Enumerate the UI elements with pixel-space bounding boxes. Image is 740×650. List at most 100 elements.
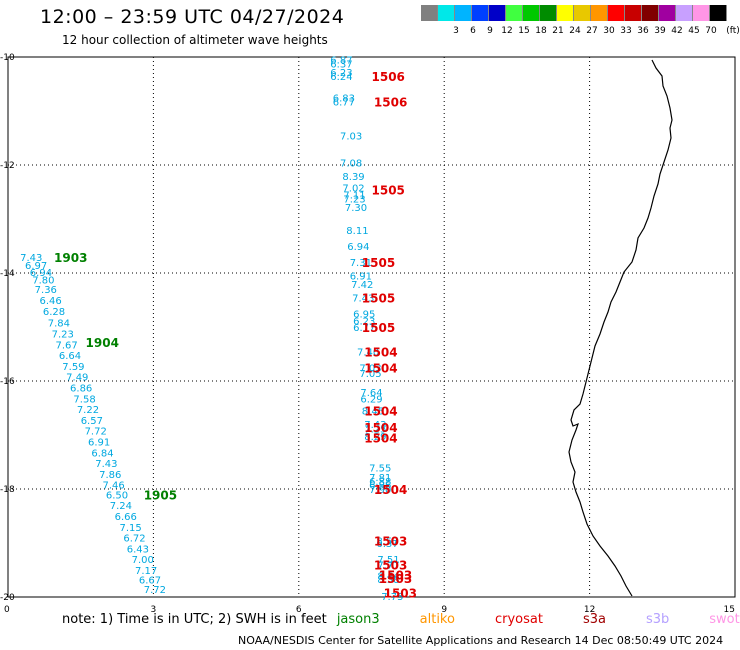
- wave-height-value: 7.77: [377, 561, 399, 572]
- wave-height-value: 8.38: [377, 575, 399, 586]
- wave-height-value: 7.55: [369, 463, 391, 474]
- legend-swatch: [455, 5, 472, 21]
- wave-height-value: 7.72: [144, 585, 166, 596]
- mission-name: altiko: [419, 612, 455, 627]
- wave-height-value: 7.24: [110, 501, 132, 512]
- wave-height-values: 6.876.376.236.246.836.777.037.088.397.02…: [20, 56, 403, 603]
- y-tick-label: -12: [0, 161, 15, 171]
- track-label: 1903: [54, 251, 87, 265]
- legend-swatch: [489, 5, 506, 21]
- legend-label: 70: [705, 26, 717, 36]
- legend-label: 18: [535, 26, 547, 36]
- wave-height-value: 7.43: [352, 293, 374, 304]
- wave-height-value: 7.86: [99, 470, 121, 481]
- note-prefix: note: 1) Time is in UTC; 2) SWH is in fe…: [62, 612, 327, 627]
- legend-label: 9: [487, 26, 493, 36]
- track-label: 1506: [374, 95, 407, 109]
- mission-name: cryosat: [494, 612, 543, 627]
- wave-height-value: 7.11: [343, 191, 365, 202]
- wave-height-value: 6.23: [353, 317, 375, 328]
- wave-height-value: 6.50: [106, 490, 128, 501]
- wave-height-value: 7.46: [103, 481, 125, 492]
- legend-label: 42: [671, 26, 683, 36]
- track-label: 1905: [144, 488, 177, 502]
- legend-label: 3: [453, 26, 459, 36]
- wave-height-value: 7.72: [85, 427, 107, 438]
- x-tick-label: 12: [584, 605, 595, 615]
- legend-swatch: [557, 5, 574, 21]
- wave-height-value: 6.43: [127, 544, 149, 555]
- wave-height-value: 7.03: [340, 131, 362, 142]
- wave-height-value: 8.29: [364, 432, 386, 443]
- wave-height-value: 6.29: [360, 394, 382, 405]
- legend-label: 39: [654, 26, 666, 36]
- track-label: 1904: [86, 336, 119, 350]
- legend-label: 27: [586, 26, 598, 36]
- legend-label: 12: [501, 26, 513, 36]
- y-tick-label: -16: [0, 377, 15, 387]
- track-label: 1503: [379, 568, 412, 582]
- wave-height-value: 7.08: [340, 158, 362, 169]
- legend-label: 21: [552, 26, 564, 36]
- legend-swatch: [574, 5, 591, 21]
- wave-height-value: 7.80: [32, 275, 54, 286]
- wave-height-value: 7.05: [359, 369, 381, 380]
- mission-name: s3b: [645, 612, 670, 627]
- wave-height-value: 7.30: [345, 203, 367, 214]
- legend-unit: (ft): [726, 26, 740, 36]
- wave-height-value: 6.97: [25, 261, 47, 272]
- track-label: 1505: [362, 321, 395, 335]
- wave-height-value: 7.43: [95, 459, 117, 470]
- legend-label: 30: [603, 26, 615, 36]
- legend-label: 33: [620, 26, 632, 36]
- legend-label: 6: [470, 26, 476, 36]
- track-label: 1503: [384, 587, 417, 601]
- wave-height-value: 8.11: [346, 226, 368, 237]
- wave-height-value: 7.67: [55, 340, 77, 351]
- legend-label: 45: [688, 26, 700, 36]
- mission-note: note: 1) Time is in UTC; 2) SWH is in fe…: [62, 612, 740, 627]
- x-tick-label: 3: [151, 605, 157, 615]
- wave-height-value: 7.51: [377, 555, 399, 566]
- wave-height-value: 6.23: [330, 68, 352, 79]
- legend-swatch: [421, 5, 438, 21]
- wave-height-value: 7.23: [52, 329, 74, 340]
- wave-height-value: 6.88: [369, 477, 391, 488]
- chart-subtitle: 12 hour collection of altimeter wave hei…: [62, 33, 328, 47]
- x-tick-label: 15: [724, 605, 735, 615]
- wave-height-value: 6.66: [115, 512, 137, 523]
- wave-height-value: 6.57: [81, 416, 103, 427]
- wave-height-value: 6.24: [330, 72, 352, 83]
- y-tick-label: -10: [0, 53, 15, 63]
- wave-height-value: 8.45: [362, 407, 384, 418]
- wave-height-value: 7.59: [62, 362, 84, 373]
- wave-height-value: 7.23: [343, 194, 365, 205]
- track-label: 1503: [374, 534, 407, 548]
- wave-height-value: 6.86: [70, 383, 92, 394]
- legend-swatch: [625, 5, 642, 21]
- coastline: [568, 59, 673, 597]
- wave-height-value: 6.72: [123, 534, 145, 545]
- wave-height-value: 7.42: [351, 280, 373, 291]
- wave-height-value: 6.91: [88, 437, 110, 448]
- wave-height-value: 8.44: [377, 571, 399, 582]
- wave-height-value: 6.87: [330, 56, 352, 67]
- track-label: 1505: [372, 183, 405, 197]
- credit-line: NOAA/NESDIS Center for Satellite Applica…: [238, 634, 724, 647]
- wave-height-value: 6.94: [30, 268, 52, 279]
- wave-height-value: 7.25: [364, 425, 386, 436]
- x-tick-label: 9: [441, 605, 447, 615]
- wave-height-value: 8.39: [342, 172, 364, 183]
- track-label: 1504: [364, 345, 397, 359]
- wave-height-value: 7.40: [357, 347, 379, 358]
- legend-swatch: [693, 5, 710, 21]
- mission-name: swot: [709, 612, 740, 627]
- wave-height-value: 6.28: [43, 307, 65, 318]
- mission-name: s3a: [582, 612, 606, 627]
- axis-labels: 0 3 6 9 12 15 -10 -12 -14 -16 -18 -20: [0, 53, 735, 615]
- wave-height-value: 6.96: [369, 481, 391, 492]
- wave-height-value: 7.64: [360, 388, 382, 399]
- wave-height-value: 6.77: [333, 97, 355, 108]
- legend-swatch: [591, 5, 608, 21]
- legend-swatch: [642, 5, 659, 21]
